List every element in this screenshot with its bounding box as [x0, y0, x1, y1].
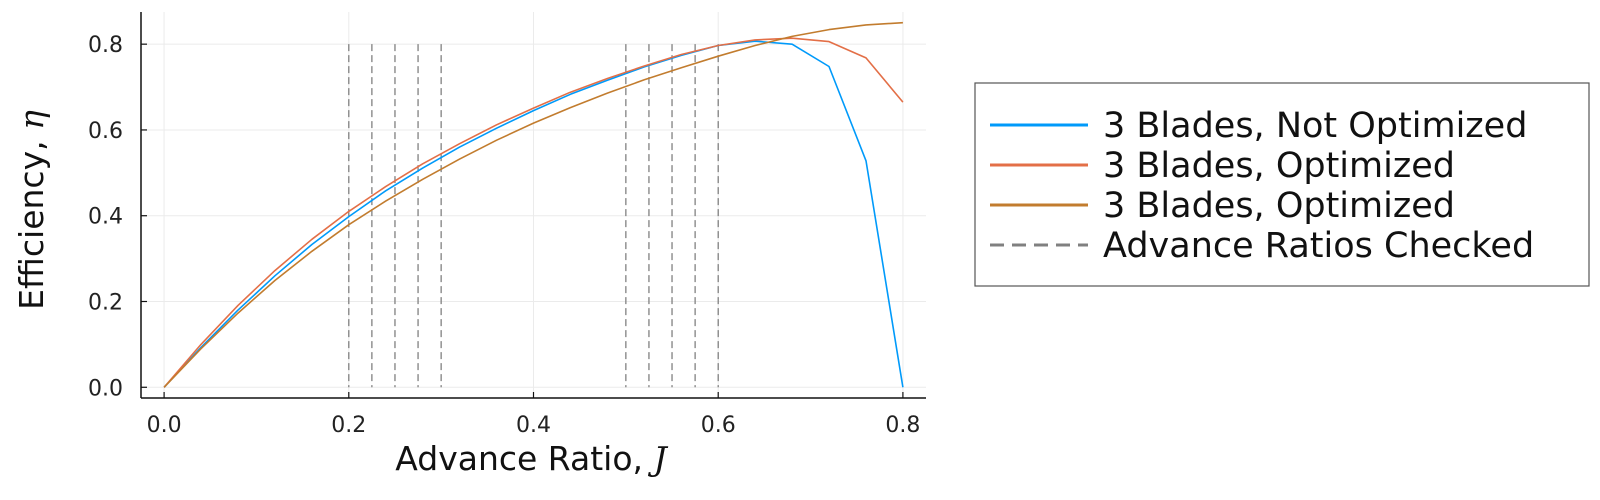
y-axis-label: Efficiency, η	[12, 110, 51, 310]
y-tick-label-2: 0.4	[88, 205, 123, 230]
legend-label-0: 3 Blades, Not Optimized	[1103, 106, 1527, 146]
y-tick-label-0: 0.0	[88, 376, 123, 401]
grid	[141, 12, 926, 398]
x-axis-label: Advance Ratio, J	[395, 439, 668, 478]
x-tick-label-2: 0.4	[516, 413, 551, 438]
legend-label-2: 3 Blades, Optimized	[1103, 186, 1455, 226]
legend-label-3: Advance Ratios Checked	[1103, 226, 1534, 266]
x-tick-label-1: 0.2	[331, 413, 366, 438]
x-tick-label-4: 0.8	[885, 413, 920, 438]
x-tick-labels: 0.0 0.2 0.4 0.6 0.8	[147, 413, 921, 438]
y-tick-label-4: 0.8	[88, 33, 123, 58]
x-tick-label-3: 0.6	[701, 413, 736, 438]
legend-label-1: 3 Blades, Optimized	[1103, 146, 1455, 186]
x-tick-label-0: 0.0	[147, 413, 182, 438]
axes	[140, 12, 926, 399]
advance-ratio-lines	[348, 44, 719, 388]
y-tick-label-1: 0.2	[88, 291, 123, 316]
legend-box	[974, 82, 1590, 287]
y-tick-label-3: 0.6	[88, 119, 123, 144]
series-lines	[163, 21, 904, 388]
series-line-2	[163, 21, 903, 388]
series-line-0	[163, 40, 904, 388]
y-tick-labels: 0.0 0.2 0.4 0.6 0.8	[88, 33, 123, 401]
